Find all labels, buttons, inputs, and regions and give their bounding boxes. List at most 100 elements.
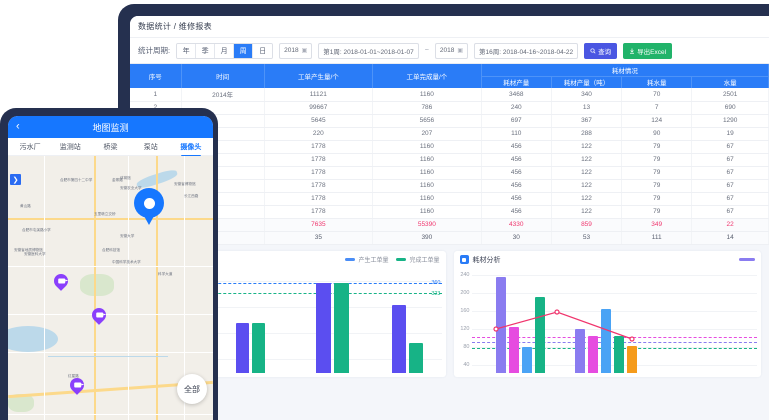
table-row[interactable]: 9 1778 1160 456 122 79 67: [130, 192, 769, 206]
mobile-header: ‹ 地图监测: [8, 116, 213, 138]
table-row[interactable]: 1 2014年 11121 1160 3468 340 70 2501: [130, 88, 769, 102]
tab-bridge[interactable]: 桥梁: [103, 143, 118, 151]
map-label: 安徽农业大学: [120, 186, 142, 190]
cell-done: 1160: [372, 140, 482, 154]
table-row[interactable]: 10 1778 1160 456 122 79 67: [130, 205, 769, 219]
cell-created: 1778: [264, 153, 374, 167]
map-label: 长江西路: [184, 194, 199, 198]
col-header-no[interactable]: 序号: [130, 64, 182, 88]
bar-g2-s2[interactable]: [587, 335, 598, 373]
trend-line: [492, 308, 635, 342]
camera-marker[interactable]: [51, 271, 71, 291]
cell-no: 1: [130, 88, 182, 102]
cell-c3: 79: [621, 205, 693, 219]
table-row[interactable]: 5 1778 1160 456 122 79 67: [130, 140, 769, 154]
week-start-value: 第1周: 2018-01-01~2018-01-07: [323, 48, 414, 56]
col-header-c4[interactable]: 水量: [691, 76, 769, 88]
year-start-picker[interactable]: 2018 ▣: [279, 42, 313, 59]
legend-item-consumable[interactable]: [739, 258, 755, 261]
bar-g1-s4[interactable]: [534, 296, 545, 373]
cell-c2: 340: [551, 88, 623, 102]
col-header-created[interactable]: 工单产生量/个: [264, 64, 374, 88]
bar-g2-s4[interactable]: [613, 335, 624, 373]
selected-location-marker[interactable]: [134, 188, 164, 225]
nav-arrow-icon[interactable]: ❯: [10, 174, 21, 185]
ytick-80: 80: [463, 343, 470, 350]
period-option-year[interactable]: 年: [177, 43, 197, 58]
table-row[interactable]: 2 99667 786 240 13 7 690: [130, 101, 769, 115]
bar-g1-s2[interactable]: [508, 326, 519, 373]
map-canvas[interactable]: 黄山路 合肥市第四十二中学 体育馆 安徽农业大学 安徽省博物馆 长江西路 五里墩…: [8, 156, 213, 420]
week-start-picker[interactable]: 第1周: 2018-01-01~2018-01-07: [318, 42, 419, 59]
map-label: 体育馆: [120, 176, 131, 180]
bar-g2-s5[interactable]: [626, 345, 637, 373]
camera-icon: [73, 382, 81, 388]
cell-c4: 67: [691, 205, 769, 219]
export-excel-button[interactable]: 导出Excel: [623, 42, 673, 59]
tab-monitor-station[interactable]: 监测站: [59, 143, 81, 151]
bar-created-4[interactable]: [392, 304, 406, 373]
breadcrumb: 数据统计 / 维修报表: [130, 16, 769, 420]
tab-sewage-plant[interactable]: 污水厂: [19, 143, 41, 151]
year-end-value: 2018: [439, 47, 455, 54]
week-end-value: 第16周: 2018-04-16~2018-04-22: [479, 48, 574, 56]
col-header-c2[interactable]: 耗材产量（吨）: [551, 76, 623, 88]
table-row[interactable]: 8 1778 1160 456 122 79 67: [130, 179, 769, 193]
col-header-time[interactable]: 时间: [181, 64, 265, 88]
legend-item-done[interactable]: 完成工单量: [396, 255, 440, 264]
tab-pump-station[interactable]: 泵站: [143, 143, 158, 151]
camera-marker[interactable]: [89, 305, 109, 325]
total-c1: 4330: [481, 218, 552, 232]
week-end-picker[interactable]: 第16周: 2018-04-16~2018-04-22: [474, 42, 579, 59]
year-end-picker[interactable]: 2018 ▣: [434, 42, 468, 59]
show-all-button[interactable]: 全部: [177, 374, 207, 404]
legend-swatch: [396, 258, 407, 261]
col-header-c1[interactable]: 耗材产量: [481, 76, 552, 88]
cell-c2: 122: [551, 166, 623, 180]
map-label: 合肥科技馆: [102, 248, 120, 252]
bar-g1-s3[interactable]: [521, 346, 532, 373]
bar-created-2[interactable]: [236, 322, 249, 373]
legend-item-created[interactable]: 产生工单量: [345, 255, 388, 264]
cell-done: 5656: [372, 114, 482, 128]
period-label: 统计周期:: [138, 46, 171, 55]
map-label: 安徽省博物馆: [174, 182, 196, 186]
tab-camera[interactable]: 摄像头: [171, 142, 211, 152]
reference-line-360: [148, 282, 442, 284]
period-option-quarter[interactable]: 季: [196, 43, 216, 58]
period-option-day[interactable]: 日: [253, 43, 273, 58]
bar-done-4[interactable]: [409, 342, 423, 373]
legend-label: 完成工单量: [409, 258, 440, 264]
period-segmented-control[interactable]: 年 季 月 周 日: [176, 42, 274, 59]
table-header-sub-row: 耗材产量 耗材产量（吨） 耗水量 水量: [130, 76, 769, 88]
cell-created: 1778: [264, 179, 374, 193]
bar-g2-s1[interactable]: [574, 328, 585, 373]
period-option-week[interactable]: 周: [234, 43, 254, 58]
bar-created-3[interactable]: [316, 282, 331, 373]
table-row[interactable]: 3 5645 5656 697 367 124 1290: [130, 114, 769, 128]
bar-g1-s1[interactable]: [495, 276, 506, 373]
cell-c1: 3468: [481, 88, 552, 102]
bar-g2-s3[interactable]: [600, 308, 611, 373]
back-chevron-icon[interactable]: ‹: [16, 120, 20, 133]
cell-c1: 456: [481, 140, 552, 154]
mobile-map-app: ‹ 地图监测 污水厂 监测站 桥梁 泵站 摄像头: [8, 116, 213, 420]
export-button-label: 导出Excel: [637, 48, 667, 56]
range-separator: ~: [424, 47, 429, 54]
cell-c4: 19: [691, 127, 769, 141]
bar-done-2[interactable]: [252, 322, 265, 373]
bar-done-3[interactable]: [334, 282, 349, 373]
table-row[interactable]: 4 220 207 110 288 90 19: [130, 127, 769, 141]
map-label: 安徽大学: [120, 234, 135, 238]
col-header-c3[interactable]: 耗水量: [621, 76, 693, 88]
cell-c1: 456: [481, 179, 552, 193]
ytick-120: 120: [460, 325, 470, 332]
col-header-done[interactable]: 工单完成量/个: [372, 64, 482, 88]
table-row[interactable]: 6 1778 1160 456 122 79 67: [130, 153, 769, 167]
search-button[interactable]: 查询: [584, 42, 618, 59]
cell-c1: 456: [481, 153, 552, 167]
table-row[interactable]: 7 1778 1160 456 122 79 67: [130, 166, 769, 180]
period-option-month[interactable]: 月: [215, 43, 235, 58]
cell-c1: 240: [481, 101, 552, 115]
